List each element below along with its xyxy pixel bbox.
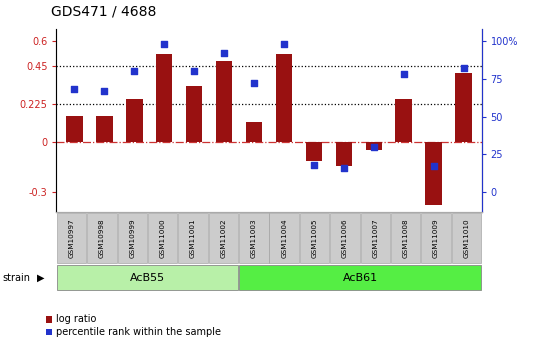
Point xyxy=(190,69,199,74)
FancyBboxPatch shape xyxy=(300,213,329,263)
Point xyxy=(220,50,229,56)
Point xyxy=(250,81,258,86)
Point xyxy=(70,87,79,92)
FancyBboxPatch shape xyxy=(179,213,208,263)
Bar xyxy=(365,142,382,150)
Point xyxy=(370,144,378,149)
Bar xyxy=(156,54,173,142)
Text: GSM11006: GSM11006 xyxy=(342,218,348,258)
FancyBboxPatch shape xyxy=(58,265,238,290)
FancyBboxPatch shape xyxy=(360,213,390,263)
Text: GSM11004: GSM11004 xyxy=(281,218,287,258)
Bar xyxy=(186,86,202,142)
Point xyxy=(339,165,348,171)
Bar xyxy=(126,99,143,142)
FancyBboxPatch shape xyxy=(421,213,451,263)
Bar xyxy=(336,142,352,166)
Text: GSM11009: GSM11009 xyxy=(433,218,439,258)
FancyBboxPatch shape xyxy=(87,213,117,263)
FancyBboxPatch shape xyxy=(118,213,147,263)
Text: GDS471 / 4688: GDS471 / 4688 xyxy=(51,5,157,19)
Bar xyxy=(246,122,262,142)
Text: GSM11005: GSM11005 xyxy=(312,218,317,258)
Bar xyxy=(66,116,83,142)
Bar xyxy=(216,61,232,142)
Text: GSM10997: GSM10997 xyxy=(69,218,75,258)
FancyBboxPatch shape xyxy=(270,213,299,263)
Text: strain: strain xyxy=(3,273,31,283)
Point xyxy=(429,164,438,169)
FancyBboxPatch shape xyxy=(330,213,359,263)
FancyBboxPatch shape xyxy=(239,213,268,263)
Point xyxy=(160,41,168,47)
Bar xyxy=(276,54,292,142)
Text: GSM11003: GSM11003 xyxy=(251,218,257,258)
Text: ▶: ▶ xyxy=(37,273,44,283)
Text: AcB55: AcB55 xyxy=(130,273,165,283)
Point xyxy=(399,71,408,77)
Text: GSM11010: GSM11010 xyxy=(463,218,469,258)
Point xyxy=(100,88,109,93)
Text: GSM10999: GSM10999 xyxy=(129,218,136,258)
Text: log ratio: log ratio xyxy=(56,315,97,324)
FancyBboxPatch shape xyxy=(148,213,178,263)
Text: GSM11008: GSM11008 xyxy=(402,218,409,258)
Point xyxy=(459,66,468,71)
Bar xyxy=(395,99,412,142)
FancyBboxPatch shape xyxy=(391,213,420,263)
Bar xyxy=(426,142,442,205)
Text: AcB61: AcB61 xyxy=(343,273,378,283)
Bar xyxy=(455,73,472,142)
FancyBboxPatch shape xyxy=(209,213,238,263)
Bar xyxy=(96,116,112,142)
Bar xyxy=(306,142,322,161)
Point xyxy=(309,162,318,168)
FancyBboxPatch shape xyxy=(57,213,87,263)
Text: GSM11007: GSM11007 xyxy=(372,218,378,258)
Point xyxy=(280,41,288,47)
FancyBboxPatch shape xyxy=(451,213,481,263)
FancyBboxPatch shape xyxy=(239,265,480,290)
Point xyxy=(130,69,139,74)
Text: GSM11000: GSM11000 xyxy=(160,218,166,258)
Text: GSM10998: GSM10998 xyxy=(99,218,105,258)
Text: percentile rank within the sample: percentile rank within the sample xyxy=(56,327,222,337)
Text: GSM11002: GSM11002 xyxy=(221,218,226,258)
Text: GSM11001: GSM11001 xyxy=(190,218,196,258)
